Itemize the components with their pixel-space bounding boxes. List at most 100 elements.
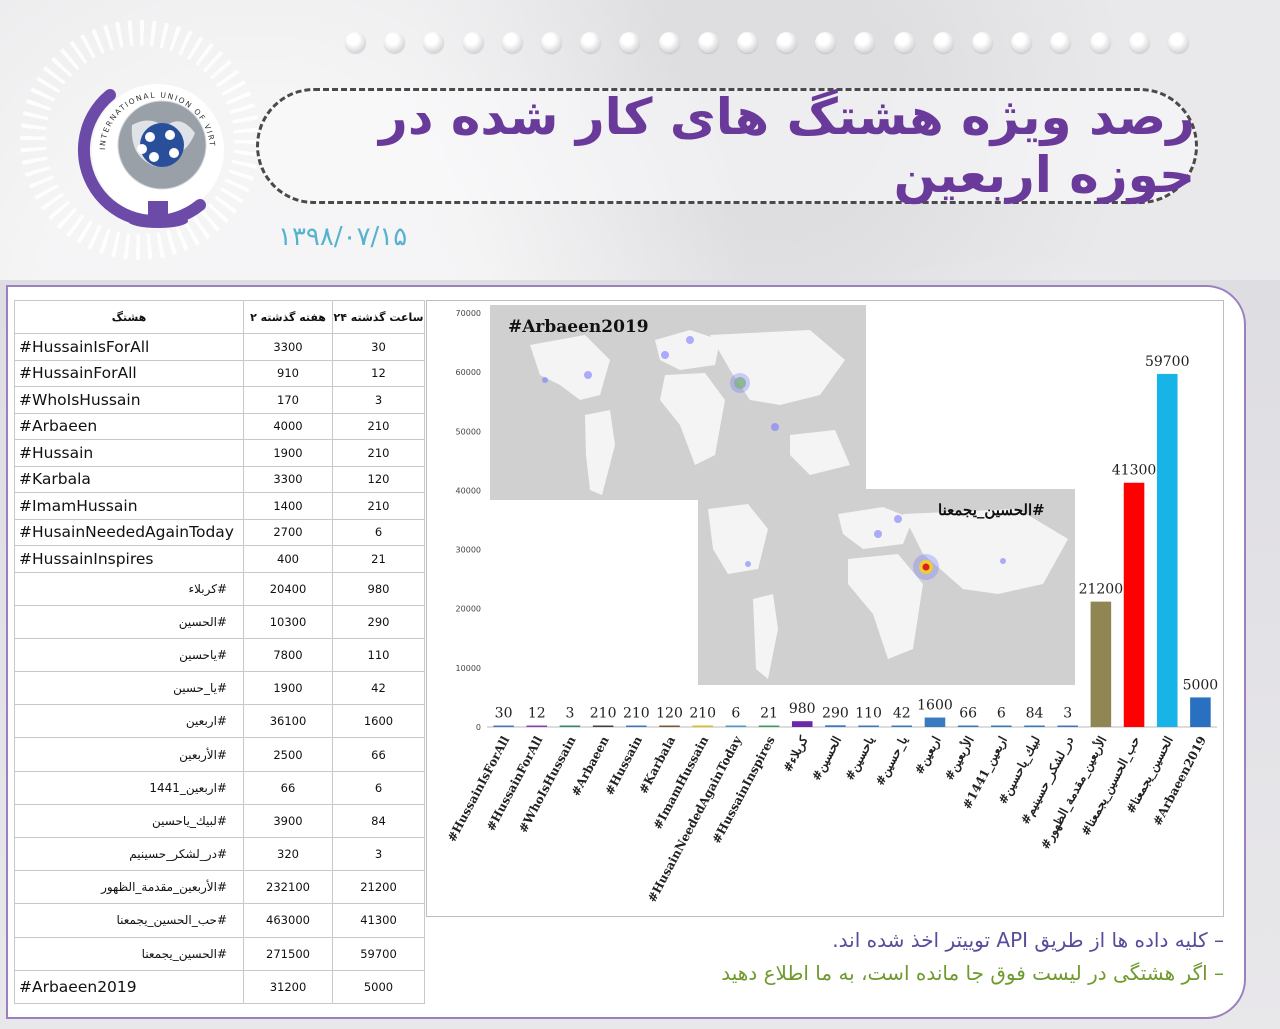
two-weeks-cell: 1900 — [243, 671, 333, 706]
note-line-1: – کلیه داده ها از طریق API توییتر اخذ شد… — [832, 928, 1224, 952]
last-24h-cell: 41300 — [332, 903, 425, 938]
table-row: #الحسین_یجمعنا 271500 59700 — [14, 936, 425, 971]
last-24h-cell: 980 — [332, 571, 425, 606]
bar — [659, 725, 680, 727]
hashtag-table: هشتگ ۲ هفته گذشته ۲۴ ساعت گذشته #Hussain… — [14, 300, 425, 1004]
bar-value-label: 210 — [590, 706, 617, 722]
hashtag-cell: #در_لشکر_حسینیم — [14, 836, 244, 872]
category-label: #الأربعین — [941, 733, 978, 783]
two-weeks-cell: 1900 — [243, 439, 333, 467]
bar-value-label: 210 — [623, 706, 650, 722]
hashtag-cell: #لبیك_یاحسین — [14, 803, 244, 839]
last-24h-cell: 42 — [332, 671, 425, 706]
map1-label: #Arbaeen2019 — [508, 317, 649, 337]
hashtag-cell: #الأربعین_مقدمة_الظهور — [14, 870, 244, 905]
hashtag-cell: #یاحسین — [14, 637, 244, 673]
bar-value-label: 210 — [689, 706, 716, 722]
two-weeks-cell: 271500 — [243, 936, 333, 971]
bar — [924, 717, 946, 727]
map2-label: #الحسین_یجمعنا — [938, 501, 1045, 519]
last-24h-cell: 210 — [332, 412, 425, 440]
table-row: #یاحسین 7800 110 — [14, 637, 425, 673]
hashtag-cell: #الحسین — [14, 604, 244, 639]
category-label: #الحسین — [809, 734, 845, 784]
bar — [493, 725, 514, 727]
last-24h-cell: 3 — [332, 386, 425, 414]
two-weeks-cell: 232100 — [243, 870, 333, 905]
bar — [1090, 601, 1112, 727]
bar-value-label: 59700 — [1145, 354, 1190, 370]
two-weeks-cell: 170 — [243, 386, 333, 414]
bar-value-label: 66 — [959, 706, 977, 722]
header-tag: هشتگ — [14, 300, 244, 334]
bar-value-label: 5000 — [1183, 677, 1219, 693]
two-weeks-cell: 320 — [243, 836, 333, 872]
last-24h-cell: 30 — [332, 333, 425, 361]
hashtag-cell: #Karbala — [14, 465, 244, 493]
last-24h-cell: 66 — [332, 737, 425, 772]
note-line-2: – اگر هشتگی در لیست فوق جا مانده است، به… — [721, 961, 1224, 985]
header-last-24h: ۲۴ ساعت گذشته — [332, 300, 425, 334]
hashtag-cell: #HussainInspires — [14, 545, 244, 573]
last-24h-cell: 290 — [332, 604, 425, 639]
table-row: #کربلاء 20400 980 — [14, 571, 425, 606]
hashtag-cell: #HussainForAll — [14, 359, 244, 387]
two-weeks-cell: 3900 — [243, 803, 333, 839]
hashtag-cell: #ImamHussain — [14, 492, 244, 520]
chart-panel: #Arbaeen2019 #الحسین_یجمعنا 0 10000 20000 3… — [426, 300, 1224, 917]
last-24h-cell: 3 — [332, 836, 425, 872]
y-tick-label: 30000 — [456, 546, 481, 555]
bar-value-label: 110 — [855, 706, 882, 722]
map-arbaeen2019: #Arbaeen2019 — [490, 305, 866, 500]
map-alhussain-yajmaana: #الحسین_یجمعنا — [698, 489, 1075, 685]
hashtag-cell: #WhoIsHussain — [14, 386, 244, 414]
bar-value-label: 84 — [1026, 706, 1044, 722]
last-24h-cell: 120 — [332, 465, 425, 493]
y-tick-label: 20000 — [456, 605, 481, 614]
header-two-weeks: ۲ هفته گذشته — [243, 300, 333, 334]
bar-value-label: 3 — [1063, 706, 1072, 722]
bar-value-label: 41300 — [1112, 463, 1157, 479]
bar — [725, 725, 747, 727]
two-weeks-cell: 2700 — [243, 518, 333, 546]
y-tick-label: 10000 — [456, 664, 481, 673]
y-tick-label: 50000 — [456, 427, 481, 436]
report-date: ۱۳۹۸/۰۷/۱۵ — [278, 222, 408, 252]
hashtag-cell: #اربعین — [14, 704, 244, 739]
bar — [626, 725, 647, 727]
hashtag-table-container: هشتگ ۲ هفته گذشته ۲۴ ساعت گذشته #Hussain… — [14, 300, 425, 1006]
table-row: #الأربعین 2500 66 — [14, 737, 425, 772]
last-24h-cell: 6 — [332, 518, 425, 546]
two-weeks-cell: 20400 — [243, 571, 333, 606]
bar-value-label: 6 — [997, 706, 1006, 722]
two-weeks-cell: 10300 — [243, 604, 333, 639]
bar-value-label: 21 — [760, 706, 778, 722]
table-row: #اربعین 36100 1600 — [14, 704, 425, 739]
two-weeks-cell: 400 — [243, 545, 333, 573]
last-24h-cell: 59700 — [332, 936, 425, 971]
hashtag-cell: #حب_الحسین_یجمعنا — [14, 903, 244, 938]
bar — [526, 725, 548, 727]
hashtag-cell: #Arbaeen — [14, 412, 244, 440]
y-tick-label: 40000 — [456, 486, 481, 495]
bar — [991, 725, 1012, 727]
title-banner: رصد ویژه هشتگ های کار شده در حوزه اربعین — [256, 88, 1198, 204]
table-row: #اربعین_1441 66 6 — [14, 770, 425, 805]
hashtag-cell: #Hussain — [14, 439, 244, 467]
hashtag-cell: #اربعین_1441 — [14, 770, 244, 805]
last-24h-cell: 210 — [332, 492, 425, 520]
hashtag-cell: #HussainIsForAll — [14, 333, 244, 361]
y-tick-label: 0 — [476, 723, 481, 732]
hashtag-bar-chart: 0 10000 20000 30000 40000 50000 60000 70000 30 #H… — [445, 309, 1219, 905]
category-label: #کربلاء — [780, 734, 811, 775]
table-row: #در_لشکر_حسینیم 320 3 — [14, 836, 425, 872]
last-24h-cell: 5000 — [332, 969, 425, 1004]
bar-value-label: 980 — [789, 701, 816, 717]
hashtag-cell: #یا_حسین — [14, 671, 244, 706]
bar — [858, 725, 879, 727]
table-row: #الحسین 10300 290 — [14, 604, 425, 639]
bar — [559, 725, 581, 727]
two-weeks-cell: 3300 — [243, 465, 333, 493]
bar-value-label: 42 — [893, 706, 911, 722]
bar — [1156, 373, 1178, 727]
